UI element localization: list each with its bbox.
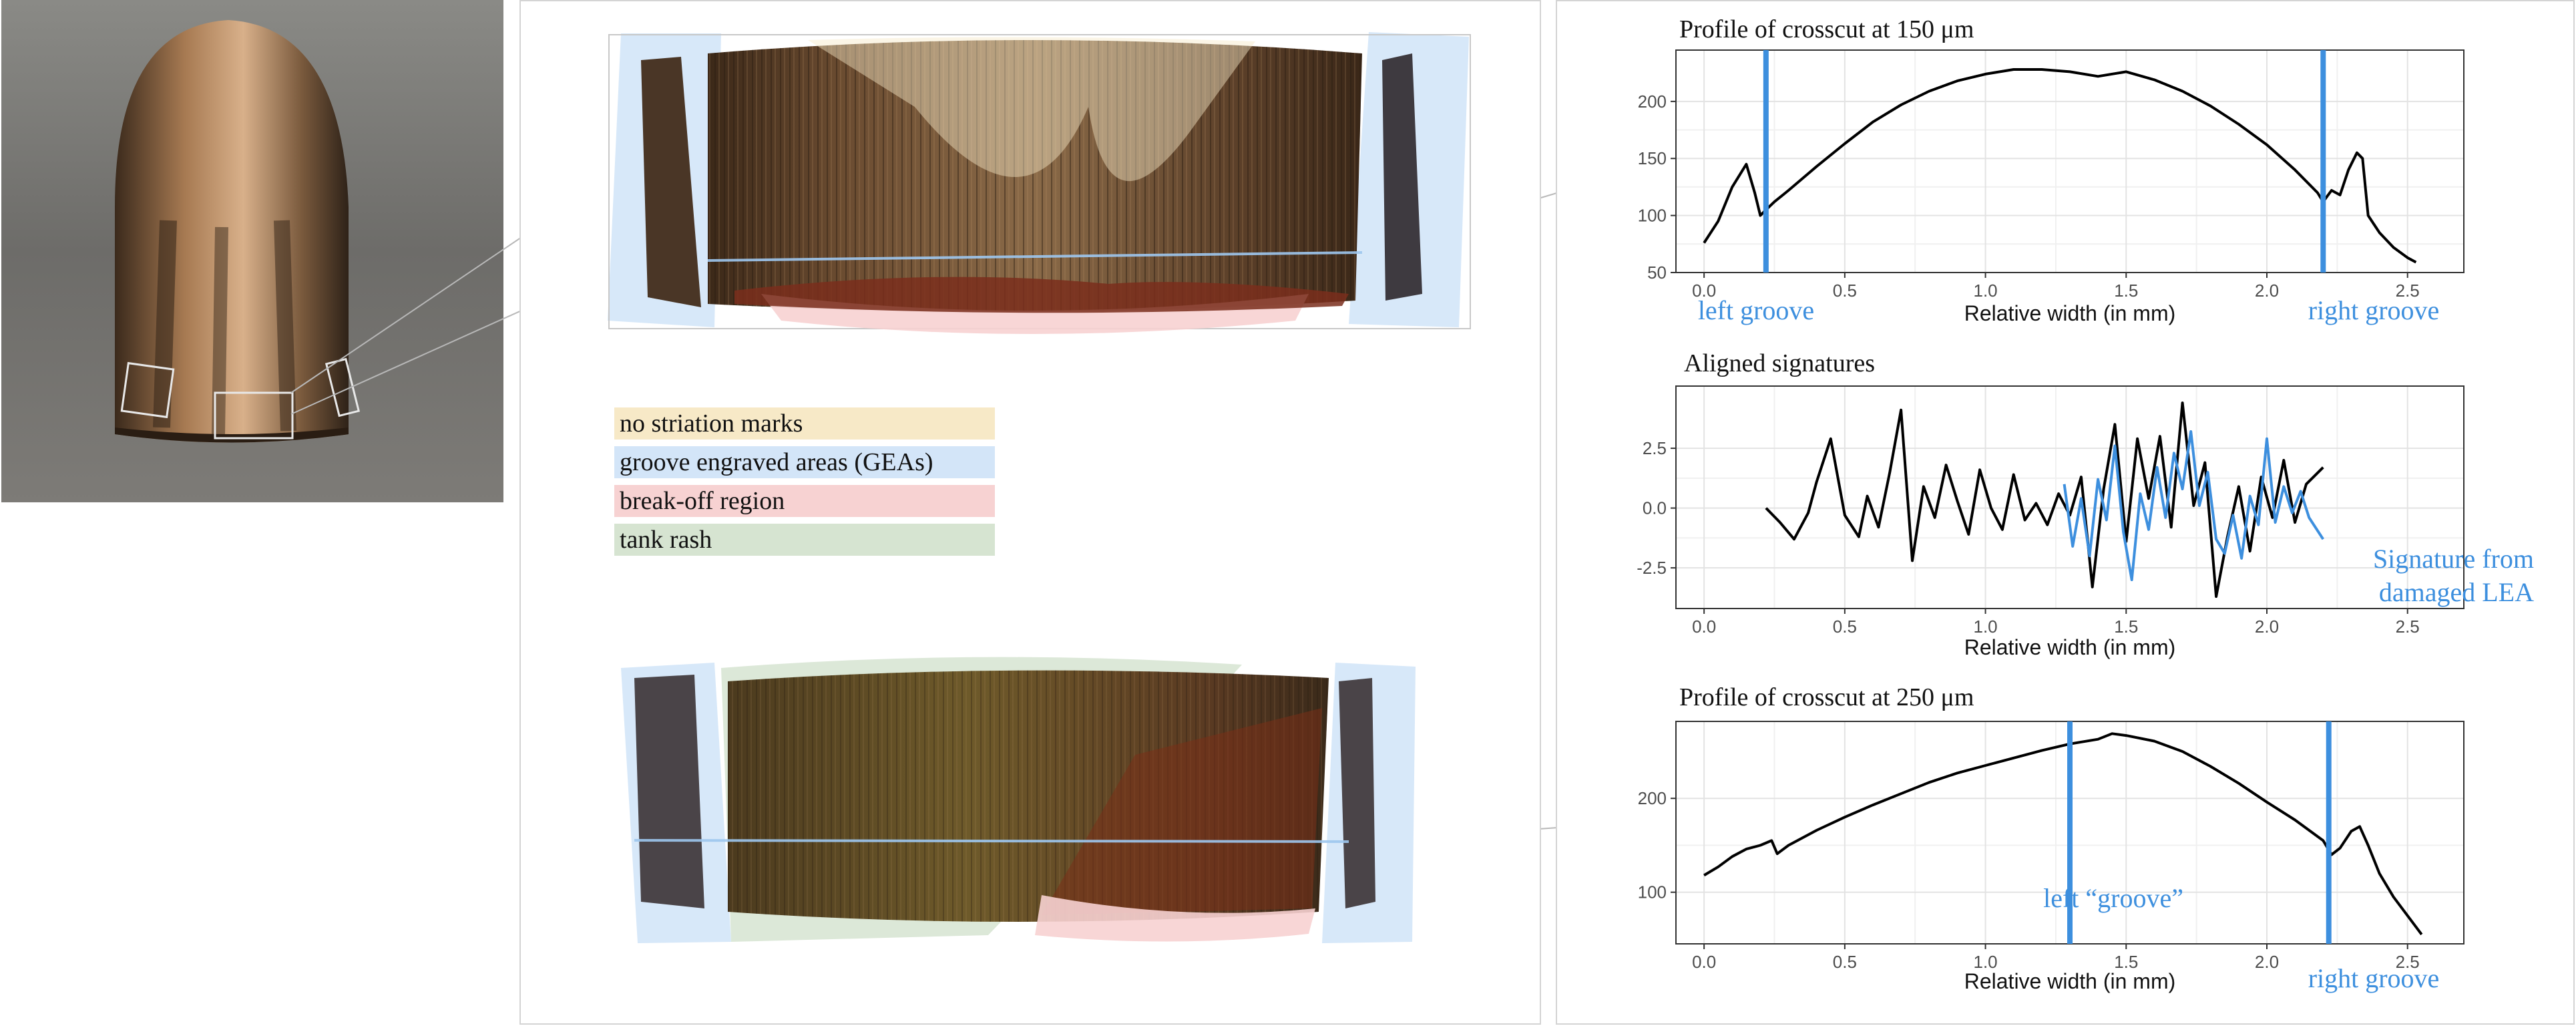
- x-tick-label: 2.5: [2396, 281, 2420, 301]
- scan-bottom: [621, 657, 1416, 943]
- chart-profile-250: 0.0 0.5 1.0 1.5 2.0 2.5 100 200 Relative width (…: [1638, 721, 2464, 993]
- x-tick-label: 2.0: [2255, 281, 2279, 301]
- x-tick-label: 1.0: [1973, 952, 1997, 972]
- chart-1-title: Profile of crosscut at 150 μm: [1679, 15, 1974, 43]
- plot-frame: [1675, 385, 2464, 609]
- x-tick-label: 0.0: [1692, 617, 1716, 637]
- x-tick-label: 0.0: [1692, 952, 1716, 972]
- chart-2-title: Aligned signatures: [1684, 349, 1876, 377]
- x-tick-label: 1.5: [2114, 617, 2138, 637]
- x-tick-label: 1.0: [1973, 281, 1997, 301]
- scan-location-left: [120, 361, 175, 419]
- series-line-0: [1703, 68, 2417, 264]
- y-tick-label: 150: [1638, 148, 1667, 168]
- x-axis-label: Relative width (in mm): [1964, 969, 2176, 993]
- legend-item-no-striation: no striation marks: [614, 407, 995, 440]
- x-tick-label: 2.0: [2255, 952, 2279, 972]
- crosscut-line-bottom: [634, 839, 1349, 843]
- annotation-1: right groove: [2308, 295, 2440, 325]
- x-tick-label: 1.0: [1973, 617, 1997, 637]
- crosscut-line-top: [707, 251, 1363, 262]
- y-tick-label: 200: [1638, 92, 1667, 112]
- x-tick-label: 0.5: [1833, 952, 1857, 972]
- plot-frame: [1675, 49, 2464, 273]
- annotation-0: left “groove”: [2043, 883, 2183, 913]
- breakoff-region-bottom: [1035, 895, 1315, 942]
- legend-item-groove: groove engraved areas (GEAs): [614, 446, 995, 478]
- series-line-1: [2063, 430, 2324, 581]
- legend-item-breakoff: break-off region: [614, 485, 995, 517]
- y-tick-label: 0.0: [1643, 498, 1667, 518]
- x-tick-label: 2.0: [2255, 617, 2279, 637]
- scan-location-center: [214, 391, 294, 440]
- x-axis-label: Relative width (in mm): [1964, 635, 2176, 659]
- plots-panel: [1556, 0, 2575, 1025]
- chart-aligned-signatures: 0.0 0.5 1.0 1.5 2.0 2.5 -2.5 0.0 2.5 Relative wid…: [1637, 385, 2534, 659]
- x-tick-label: 1.5: [2114, 281, 2138, 301]
- no-striation-region: [808, 37, 1255, 182]
- bullet-photo: [1, 0, 503, 502]
- chart-3-title: Profile of crosscut at 250 μm: [1679, 683, 1974, 711]
- y-tick-label: 100: [1638, 206, 1667, 226]
- breakoff-region-top: [761, 294, 1309, 334]
- scan-top: [608, 32, 1471, 334]
- y-tick-label: 100: [1638, 882, 1667, 902]
- scan-location-right: [325, 357, 361, 417]
- x-tick-label: 1.5: [2114, 952, 2138, 972]
- x-tick-label: 0.5: [1833, 617, 1857, 637]
- annotation-1: right groove: [2308, 963, 2440, 993]
- y-tick-label: -2.5: [1637, 558, 1667, 578]
- annotation-0: Signature from: [2373, 544, 2534, 574]
- x-axis-label: Relative width (in mm): [1964, 301, 2176, 325]
- x-tick-label: 2.5: [2396, 617, 2420, 637]
- annotation-0: left groove: [1698, 295, 1814, 325]
- x-tick-label: 0.0: [1692, 281, 1716, 301]
- annotation-1: damaged LEA: [2379, 577, 2534, 607]
- y-tick-label: 2.5: [1643, 438, 1667, 458]
- y-tick-label: 200: [1638, 788, 1667, 808]
- x-tick-label: 0.5: [1833, 281, 1857, 301]
- y-tick-label: 50: [1647, 263, 1667, 283]
- bullet-photo-drawing: [1, 0, 503, 502]
- x-tick-label: 2.5: [2396, 952, 2420, 972]
- series-line-0: [1703, 732, 2423, 936]
- legend: no striation marks groove engraved areas…: [614, 407, 995, 562]
- legend-item-tank-rash: tank rash: [614, 524, 995, 556]
- chart-profile-150: 0.0 0.5 1.0 1.5 2.0 2.5 50 100 150 200 Relative wi…: [1638, 49, 2464, 325]
